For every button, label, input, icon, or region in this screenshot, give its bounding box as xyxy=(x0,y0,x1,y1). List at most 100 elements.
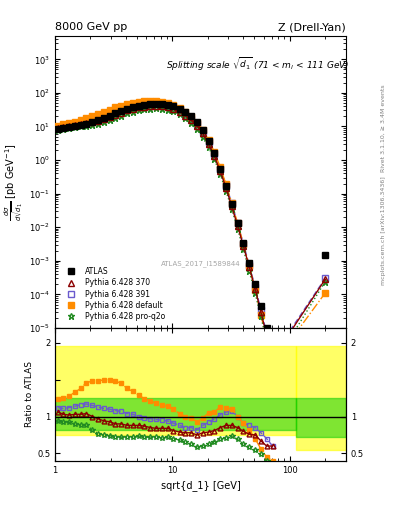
Pythia 6.428 391 xyxy=(200,129,205,135)
Pythia 6.428 370 xyxy=(130,106,135,112)
ATLAS xyxy=(270,343,275,349)
ATLAS xyxy=(241,240,246,246)
Pythia 6.428 391 xyxy=(160,102,164,108)
Pythia 6.428 391 xyxy=(165,103,170,109)
ATLAS xyxy=(78,122,83,128)
Pythia 6.428 391 xyxy=(195,121,199,127)
Pythia 6.428 391 xyxy=(259,307,263,313)
Pythia 6.428 pro-q2o xyxy=(171,109,176,115)
Bar xyxy=(55,347,296,435)
Pythia 6.428 default xyxy=(241,241,246,247)
Pythia 6.428 pro-q2o xyxy=(183,115,188,121)
Pythia 6.428 default xyxy=(259,312,263,318)
Y-axis label: Ratio to ATLAS: Ratio to ATLAS xyxy=(25,361,34,428)
Text: Rivet 3.1.10, ≥ 3.4M events: Rivet 3.1.10, ≥ 3.4M events xyxy=(381,84,386,172)
Pythia 6.428 370 xyxy=(270,356,275,362)
Pythia 6.428 370 xyxy=(259,309,263,315)
Pythia 6.428 370 xyxy=(96,117,101,123)
Pythia 6.428 default xyxy=(323,290,327,296)
Pythia 6.428 370 xyxy=(264,332,269,338)
ATLAS xyxy=(264,325,269,331)
Pythia 6.428 391 xyxy=(96,115,101,121)
Pythia 6.428 pro-q2o xyxy=(323,279,327,285)
Pythia 6.428 pro-q2o xyxy=(154,105,158,112)
ATLAS xyxy=(107,113,112,119)
Pythia 6.428 pro-q2o xyxy=(212,156,217,162)
Pythia 6.428 370 xyxy=(113,112,118,118)
Pythia 6.428 391 xyxy=(130,103,135,110)
ATLAS xyxy=(282,382,286,388)
ATLAS xyxy=(130,104,135,110)
Pythia 6.428 370 xyxy=(323,276,327,283)
Pythia 6.428 default xyxy=(189,114,193,120)
ATLAS xyxy=(154,100,158,106)
ATLAS xyxy=(160,101,164,107)
ATLAS xyxy=(125,105,129,112)
Pythia 6.428 default xyxy=(154,98,158,104)
Pythia 6.428 default xyxy=(56,123,61,129)
Pythia 6.428 pro-q2o xyxy=(61,126,66,132)
Pythia 6.428 default xyxy=(130,100,135,106)
ATLAS xyxy=(200,126,205,133)
Pythia 6.428 default xyxy=(218,164,222,170)
ATLAS xyxy=(189,113,193,119)
Pythia 6.428 370 xyxy=(165,104,170,111)
Pythia 6.428 391 xyxy=(235,220,240,226)
Pythia 6.428 pro-q2o xyxy=(148,105,152,112)
ATLAS xyxy=(183,109,188,115)
ATLAS xyxy=(119,108,124,114)
Bar xyxy=(296,347,346,450)
Pythia 6.428 default xyxy=(253,286,257,292)
ATLAS xyxy=(148,101,152,107)
Pythia 6.428 370 xyxy=(136,104,141,111)
Pythia 6.428 370 xyxy=(107,114,112,120)
Pythia 6.428 pro-q2o xyxy=(224,188,228,194)
Pythia 6.428 pro-q2o xyxy=(119,113,124,119)
Pythia 6.428 pro-q2o xyxy=(90,122,95,128)
Pythia 6.428 391 xyxy=(224,182,228,188)
Pythia 6.428 default xyxy=(73,118,77,124)
Pythia 6.428 pro-q2o xyxy=(218,171,222,177)
Pythia 6.428 370 xyxy=(206,141,211,147)
Pythia 6.428 default xyxy=(200,127,205,133)
Pythia 6.428 pro-q2o xyxy=(247,268,252,274)
Pythia 6.428 391 xyxy=(218,165,222,172)
Pythia 6.428 pro-q2o xyxy=(177,111,182,117)
Pythia 6.428 370 xyxy=(253,285,257,291)
Pythia 6.428 default xyxy=(113,104,118,111)
Pythia 6.428 391 xyxy=(101,113,106,119)
Pythia 6.428 370 xyxy=(125,108,129,114)
Pythia 6.428 default xyxy=(212,150,217,156)
Line: Pythia 6.428 391: Pythia 6.428 391 xyxy=(55,101,328,359)
Pythia 6.428 default xyxy=(224,181,228,187)
ATLAS xyxy=(195,118,199,124)
Y-axis label: $\frac{d\sigma}{d\sqrt{d_1}}$ [pb GeV$^{-1}$]: $\frac{d\sigma}{d\sqrt{d_1}}$ [pb GeV$^{… xyxy=(3,143,26,221)
Pythia 6.428 default xyxy=(96,111,101,117)
Pythia 6.428 pro-q2o xyxy=(130,109,135,115)
Pythia 6.428 pro-q2o xyxy=(101,119,106,125)
Pythia 6.428 391 xyxy=(67,122,72,128)
Pythia 6.428 370 xyxy=(142,103,147,110)
Pythia 6.428 391 xyxy=(154,101,158,108)
Pythia 6.428 370 xyxy=(84,120,89,126)
Pythia 6.428 pro-q2o xyxy=(264,338,269,345)
Pythia 6.428 pro-q2o xyxy=(136,107,141,113)
Pythia 6.428 pro-q2o xyxy=(73,124,77,131)
Pythia 6.428 391 xyxy=(136,102,141,109)
Pythia 6.428 370 xyxy=(154,103,158,109)
Pythia 6.428 391 xyxy=(119,107,124,113)
Pythia 6.428 pro-q2o xyxy=(230,206,234,212)
Pythia 6.428 default xyxy=(247,263,252,269)
ATLAS xyxy=(253,281,257,287)
ATLAS xyxy=(259,303,263,309)
Pythia 6.428 pro-q2o xyxy=(270,364,275,370)
Pythia 6.428 default xyxy=(171,102,176,108)
ATLAS xyxy=(90,119,95,125)
Pythia 6.428 default xyxy=(183,109,188,115)
ATLAS xyxy=(56,126,61,132)
ATLAS xyxy=(101,115,106,121)
Pythia 6.428 default xyxy=(78,117,83,123)
Legend: ATLAS, Pythia 6.428 370, Pythia 6.428 391, Pythia 6.428 default, Pythia 6.428 pr: ATLAS, Pythia 6.428 370, Pythia 6.428 39… xyxy=(59,264,168,324)
Pythia 6.428 pro-q2o xyxy=(165,106,170,113)
Pythia 6.428 370 xyxy=(101,116,106,122)
